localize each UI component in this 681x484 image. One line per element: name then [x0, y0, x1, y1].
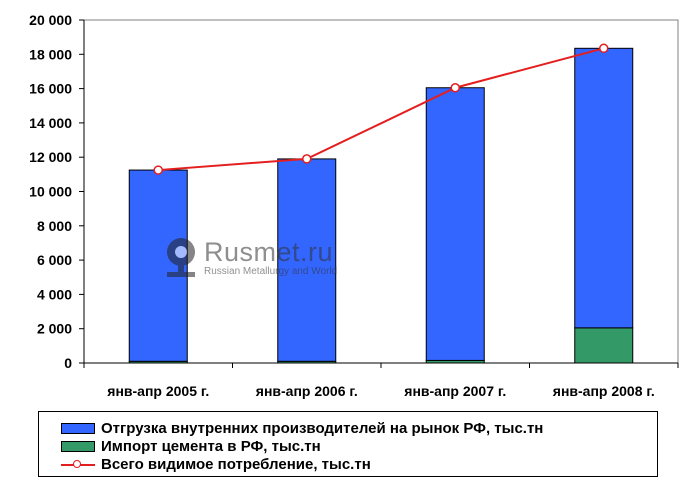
- rusmet-logo-icon: [167, 238, 195, 277]
- y-tick-label: 0: [64, 355, 72, 371]
- legend: Отгрузка внутренних производителей на ры…: [38, 411, 658, 477]
- bar-domestic: [574, 47, 634, 329]
- chart: 0 2 000 4 000 6 000 8 000 10 000 12 000 14 000 1…: [29, 12, 679, 399]
- legend-item-total: Всего видимое потребление, тыс.тн: [61, 454, 371, 474]
- x-category-label: янв-апр 2006 г.: [256, 383, 358, 399]
- legend-label-total: Всего видимое потребление, тыс.тн: [101, 455, 371, 473]
- y-tick-label: 8 000: [37, 218, 72, 234]
- bar-import: [574, 327, 634, 364]
- legend-item-import: Импорт цемента в РФ, тыс.тн: [61, 436, 321, 456]
- legend-swatch-import: [61, 440, 95, 452]
- total-consumption-point: [599, 43, 609, 54]
- watermark-title: Rusmet.ru: [204, 236, 334, 267]
- y-tick-label: 18 000: [29, 46, 72, 62]
- y-tick-label: 12 000: [29, 149, 72, 165]
- x-category-label: янв-апр 2008 г.: [553, 383, 655, 399]
- y-tick-label: 2 000: [37, 321, 72, 337]
- chart-bars: [128, 47, 634, 364]
- y-tick-label: 4 000: [37, 286, 72, 302]
- x-category-label: янв-апр 2005 г.: [107, 383, 209, 399]
- watermark: Rusmet.ru Russian Metallurgy and World: [164, 236, 337, 280]
- y-tick-label: 10 000: [29, 184, 72, 200]
- chart-labels: 0 2 000 4 000 6 000 8 000 10 000 12 000 14 000 1…: [29, 12, 655, 399]
- y-tick-label: 14 000: [29, 115, 72, 131]
- y-tick-label: 6 000: [37, 252, 72, 268]
- bar-domestic: [128, 169, 188, 362]
- y-tick-label: 16 000: [29, 81, 72, 97]
- bar-domestic: [425, 87, 485, 361]
- y-tick-label: 20 000: [29, 12, 72, 28]
- legend-label-import: Импорт цемента в РФ, тыс.тн: [101, 437, 321, 455]
- watermark-subtitle: Russian Metallurgy and World: [204, 265, 338, 277]
- x-category-label: янв-апр 2007 г.: [404, 383, 506, 399]
- chart-line-series: [153, 43, 609, 175]
- total-consumption-point: [153, 165, 163, 175]
- legend-swatch-domestic: [61, 422, 95, 434]
- legend-item-domestic: Отгрузка внутренних производителей на ры…: [61, 418, 543, 438]
- legend-label-domestic: Отгрузка внутренних производителей на ры…: [101, 419, 544, 437]
- total-consumption-point: [450, 82, 460, 93]
- total-consumption-line: [158, 47, 605, 172]
- legend-swatch-total: [61, 459, 95, 470]
- bar-domestic: [277, 158, 337, 362]
- total-consumption-point: [302, 154, 312, 164]
